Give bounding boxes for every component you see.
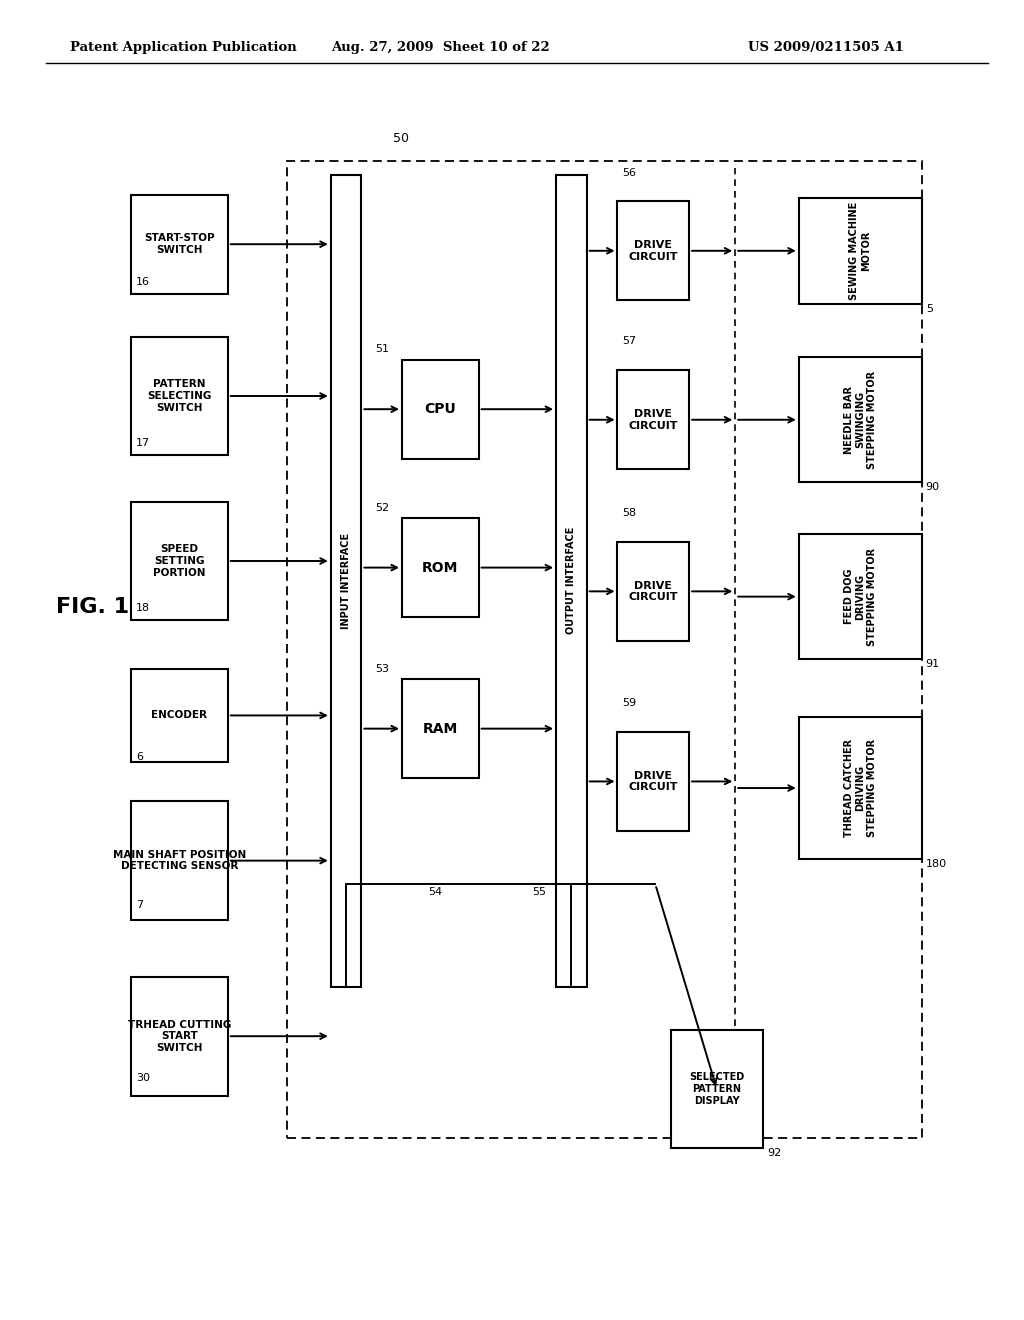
Text: 5: 5 — [926, 304, 933, 314]
Bar — [401, 678, 479, 777]
Bar — [799, 356, 922, 482]
Text: SPEED
SETTING
PORTION: SPEED SETTING PORTION — [153, 544, 206, 578]
Text: 7: 7 — [136, 900, 143, 911]
Text: SEWING MACHINE
MOTOR: SEWING MACHINE MOTOR — [849, 202, 871, 300]
Bar — [617, 731, 689, 832]
Bar — [131, 502, 227, 620]
Text: 52: 52 — [376, 503, 389, 513]
Text: 6: 6 — [136, 752, 143, 763]
Text: PATTERN
SELECTING
SWITCH: PATTERN SELECTING SWITCH — [147, 379, 211, 413]
Text: SELECTED
PATTERN
DISPLAY: SELECTED PATTERN DISPLAY — [689, 1072, 744, 1106]
Bar — [131, 801, 227, 920]
Text: THREAD CATCHER
DRIVING
STEPPING MOTOR: THREAD CATCHER DRIVING STEPPING MOTOR — [844, 739, 877, 837]
Text: DRIVE
CIRCUIT: DRIVE CIRCUIT — [629, 409, 678, 430]
Text: 17: 17 — [136, 438, 151, 449]
Text: ROM: ROM — [422, 561, 459, 574]
Text: START-STOP
SWITCH: START-STOP SWITCH — [144, 234, 214, 255]
Bar — [799, 533, 922, 659]
Text: US 2009/0211505 A1: US 2009/0211505 A1 — [748, 41, 903, 54]
Bar — [617, 541, 689, 640]
Bar — [401, 519, 479, 618]
Text: DRIVE
CIRCUIT: DRIVE CIRCUIT — [629, 240, 678, 261]
Text: 91: 91 — [926, 659, 940, 669]
Text: 50: 50 — [393, 132, 409, 145]
Text: 53: 53 — [376, 664, 389, 673]
Text: 57: 57 — [623, 337, 637, 346]
Bar — [556, 176, 587, 986]
Text: MAIN SHAFT POSITION
DETECTING SENSOR: MAIN SHAFT POSITION DETECTING SENSOR — [113, 850, 246, 871]
Text: 92: 92 — [767, 1148, 781, 1159]
Text: OUTPUT INTERFACE: OUTPUT INTERFACE — [566, 527, 577, 635]
Bar — [799, 198, 922, 304]
Text: 58: 58 — [623, 508, 637, 517]
Bar — [617, 370, 689, 469]
Text: CPU: CPU — [424, 403, 457, 416]
Text: FIG. 11: FIG. 11 — [56, 597, 145, 618]
Text: ENCODER: ENCODER — [152, 710, 207, 721]
Text: DRIVE
CIRCUIT: DRIVE CIRCUIT — [629, 581, 678, 602]
Text: 18: 18 — [136, 603, 151, 614]
Text: 56: 56 — [623, 168, 637, 177]
Text: 30: 30 — [136, 1073, 151, 1084]
Text: NEEDLE BAR
SWINGING
STEPPING MOTOR: NEEDLE BAR SWINGING STEPPING MOTOR — [844, 371, 877, 469]
Text: 54: 54 — [428, 887, 442, 898]
Bar — [331, 176, 361, 986]
Text: 59: 59 — [623, 698, 637, 708]
Bar — [617, 201, 689, 300]
Bar — [131, 977, 227, 1096]
Bar — [287, 161, 922, 1138]
Text: DRIVE
CIRCUIT: DRIVE CIRCUIT — [629, 771, 678, 792]
Text: Aug. 27, 2009  Sheet 10 of 22: Aug. 27, 2009 Sheet 10 of 22 — [331, 41, 550, 54]
Text: 51: 51 — [376, 345, 389, 355]
Text: RAM: RAM — [423, 722, 458, 735]
Bar — [131, 195, 227, 294]
Bar — [131, 669, 227, 762]
Text: 55: 55 — [532, 887, 547, 898]
Bar — [131, 337, 227, 455]
Text: 90: 90 — [926, 482, 940, 492]
Text: TRHEAD CUTTING
START
SWITCH: TRHEAD CUTTING START SWITCH — [128, 1019, 230, 1053]
Bar — [671, 1030, 763, 1148]
Bar — [401, 360, 479, 459]
Text: 180: 180 — [926, 859, 947, 870]
Text: INPUT INTERFACE: INPUT INTERFACE — [341, 533, 351, 628]
Text: Patent Application Publication: Patent Application Publication — [70, 41, 296, 54]
Text: FEED DOG
DRIVING
STEPPING MOTOR: FEED DOG DRIVING STEPPING MOTOR — [844, 548, 877, 645]
Text: 16: 16 — [136, 277, 151, 288]
Bar — [799, 717, 922, 859]
